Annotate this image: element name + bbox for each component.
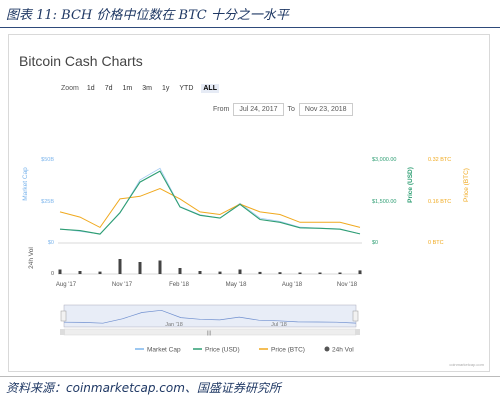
navigator-left-handle[interactable] [60, 310, 67, 322]
scrollbar-left-arrow[interactable] [60, 329, 65, 335]
price-usd-tick-2: $3,000.00 [372, 157, 396, 163]
legend-24h-vol-label[interactable]: 24h Vol [332, 347, 354, 354]
y-axis-label-price-btc: Price (BTC) [463, 168, 470, 202]
x-tick-aug-18: Aug '18 [282, 282, 303, 288]
x-tick-aug-17: Aug '17 [56, 282, 77, 288]
volume-bar-4 [138, 262, 142, 274]
to-date-input[interactable]: Nov 23, 2018 [298, 103, 353, 116]
zoom-controls: Zoom 1d 7d 1m 3m 1y YTD ALL [61, 84, 219, 93]
zoom-1y-button[interactable]: 1y [161, 85, 170, 92]
price-btc-tick-1: 0.16 BTC [428, 199, 451, 205]
x-tick-nov-18: Nov '18 [337, 282, 358, 288]
volume-bar-9 [238, 269, 242, 274]
price-usd-tick-0: $0 [372, 240, 378, 246]
volume-bar-6 [178, 268, 182, 274]
legend-market-cap-label[interactable]: Market Cap [147, 347, 181, 354]
volume-tick-0: 0 [51, 271, 54, 277]
volume-bar-15 [358, 270, 362, 274]
y-axis-label-price-usd: Price (USD) [407, 167, 414, 203]
volume-bar-7 [198, 271, 202, 274]
price-btc-line [59, 187, 361, 229]
zoom-3m-button[interactable]: 3m [142, 85, 152, 92]
x-tick-feb-18: Feb '18 [169, 282, 189, 288]
date-range: From Jul 24, 2017 To Nov 23, 2018 [213, 103, 353, 116]
watermark: coinmarketcap.com [449, 362, 484, 367]
legend-price-btc-label[interactable]: Price (BTC) [271, 347, 305, 354]
legend-price-usd-label[interactable]: Price (USD) [205, 347, 240, 354]
volume-bars [58, 259, 362, 274]
y-axis-label-market-cap: Market Cap [22, 167, 29, 201]
volume-bar-10 [258, 271, 262, 274]
legend-24h-vol-swatch [324, 346, 330, 352]
price-usd-tick-1: $1,500.00 [372, 199, 396, 205]
zoom-all-button[interactable]: ALL [201, 84, 219, 93]
volume-bar-14 [338, 272, 342, 274]
navigator-tick-jul-18: Jul '18 [271, 322, 287, 328]
volume-bar-11 [278, 272, 282, 274]
volume-bar-8 [218, 271, 222, 274]
volume-bar-12 [298, 272, 302, 274]
navigator-line [63, 309, 357, 324]
navigator-series [63, 309, 357, 324]
volume-bar-5 [158, 260, 162, 274]
scrollbar-right-arrow[interactable] [355, 329, 360, 335]
x-tick-nov-17: Nov '17 [112, 282, 133, 288]
to-label: To [287, 106, 295, 113]
price-btc-tick-0: 0 BTC [428, 240, 444, 246]
volume-bar-13 [318, 272, 322, 274]
zoom-1m-button[interactable]: 1m [122, 85, 133, 92]
from-date-input[interactable]: Jul 24, 2017 [233, 103, 284, 116]
volume-bar-3 [118, 259, 122, 274]
x-tick-may-18: May '18 [226, 282, 247, 288]
zoom-1d-button[interactable]: 1d [86, 85, 95, 92]
series-layer [59, 167, 361, 235]
market-cap-line [59, 167, 361, 235]
volume-bar-0 [58, 269, 62, 274]
price-usd-line [59, 170, 361, 235]
figure-caption: 图表 11: BCH 价格中位数在 BTC 十分之一水平 [6, 8, 289, 23]
y-axis-label-24h-vol: 24h Vol [28, 247, 35, 269]
volume-bar-2 [98, 271, 102, 274]
zoom-label: Zoom [61, 85, 79, 92]
from-label: From [213, 106, 230, 113]
zoom-ytd-button[interactable]: YTD [179, 85, 194, 92]
source-note: 资料来源：coinmarketcap.com、国盛证券研究所 [6, 381, 281, 395]
zoom-7d-button[interactable]: 7d [104, 85, 113, 92]
navigator-right-handle[interactable] [352, 310, 359, 322]
navigator-tick-jan-18: Jan '18 [165, 322, 183, 328]
chart-title: Bitcoin Cash Charts [19, 53, 143, 69]
caption-divider [0, 27, 500, 28]
navigator[interactable] [63, 304, 357, 328]
market-cap-tick-1: $25B [41, 199, 54, 205]
scrollbar-grip-icon[interactable]: ||| [207, 331, 211, 337]
footer-divider [0, 376, 500, 377]
price-btc-tick-2: 0.32 BTC [428, 157, 451, 163]
market-cap-tick-2: $50B [41, 157, 54, 163]
volume-bar-1 [78, 271, 82, 274]
market-cap-tick-0: $0 [48, 240, 54, 246]
